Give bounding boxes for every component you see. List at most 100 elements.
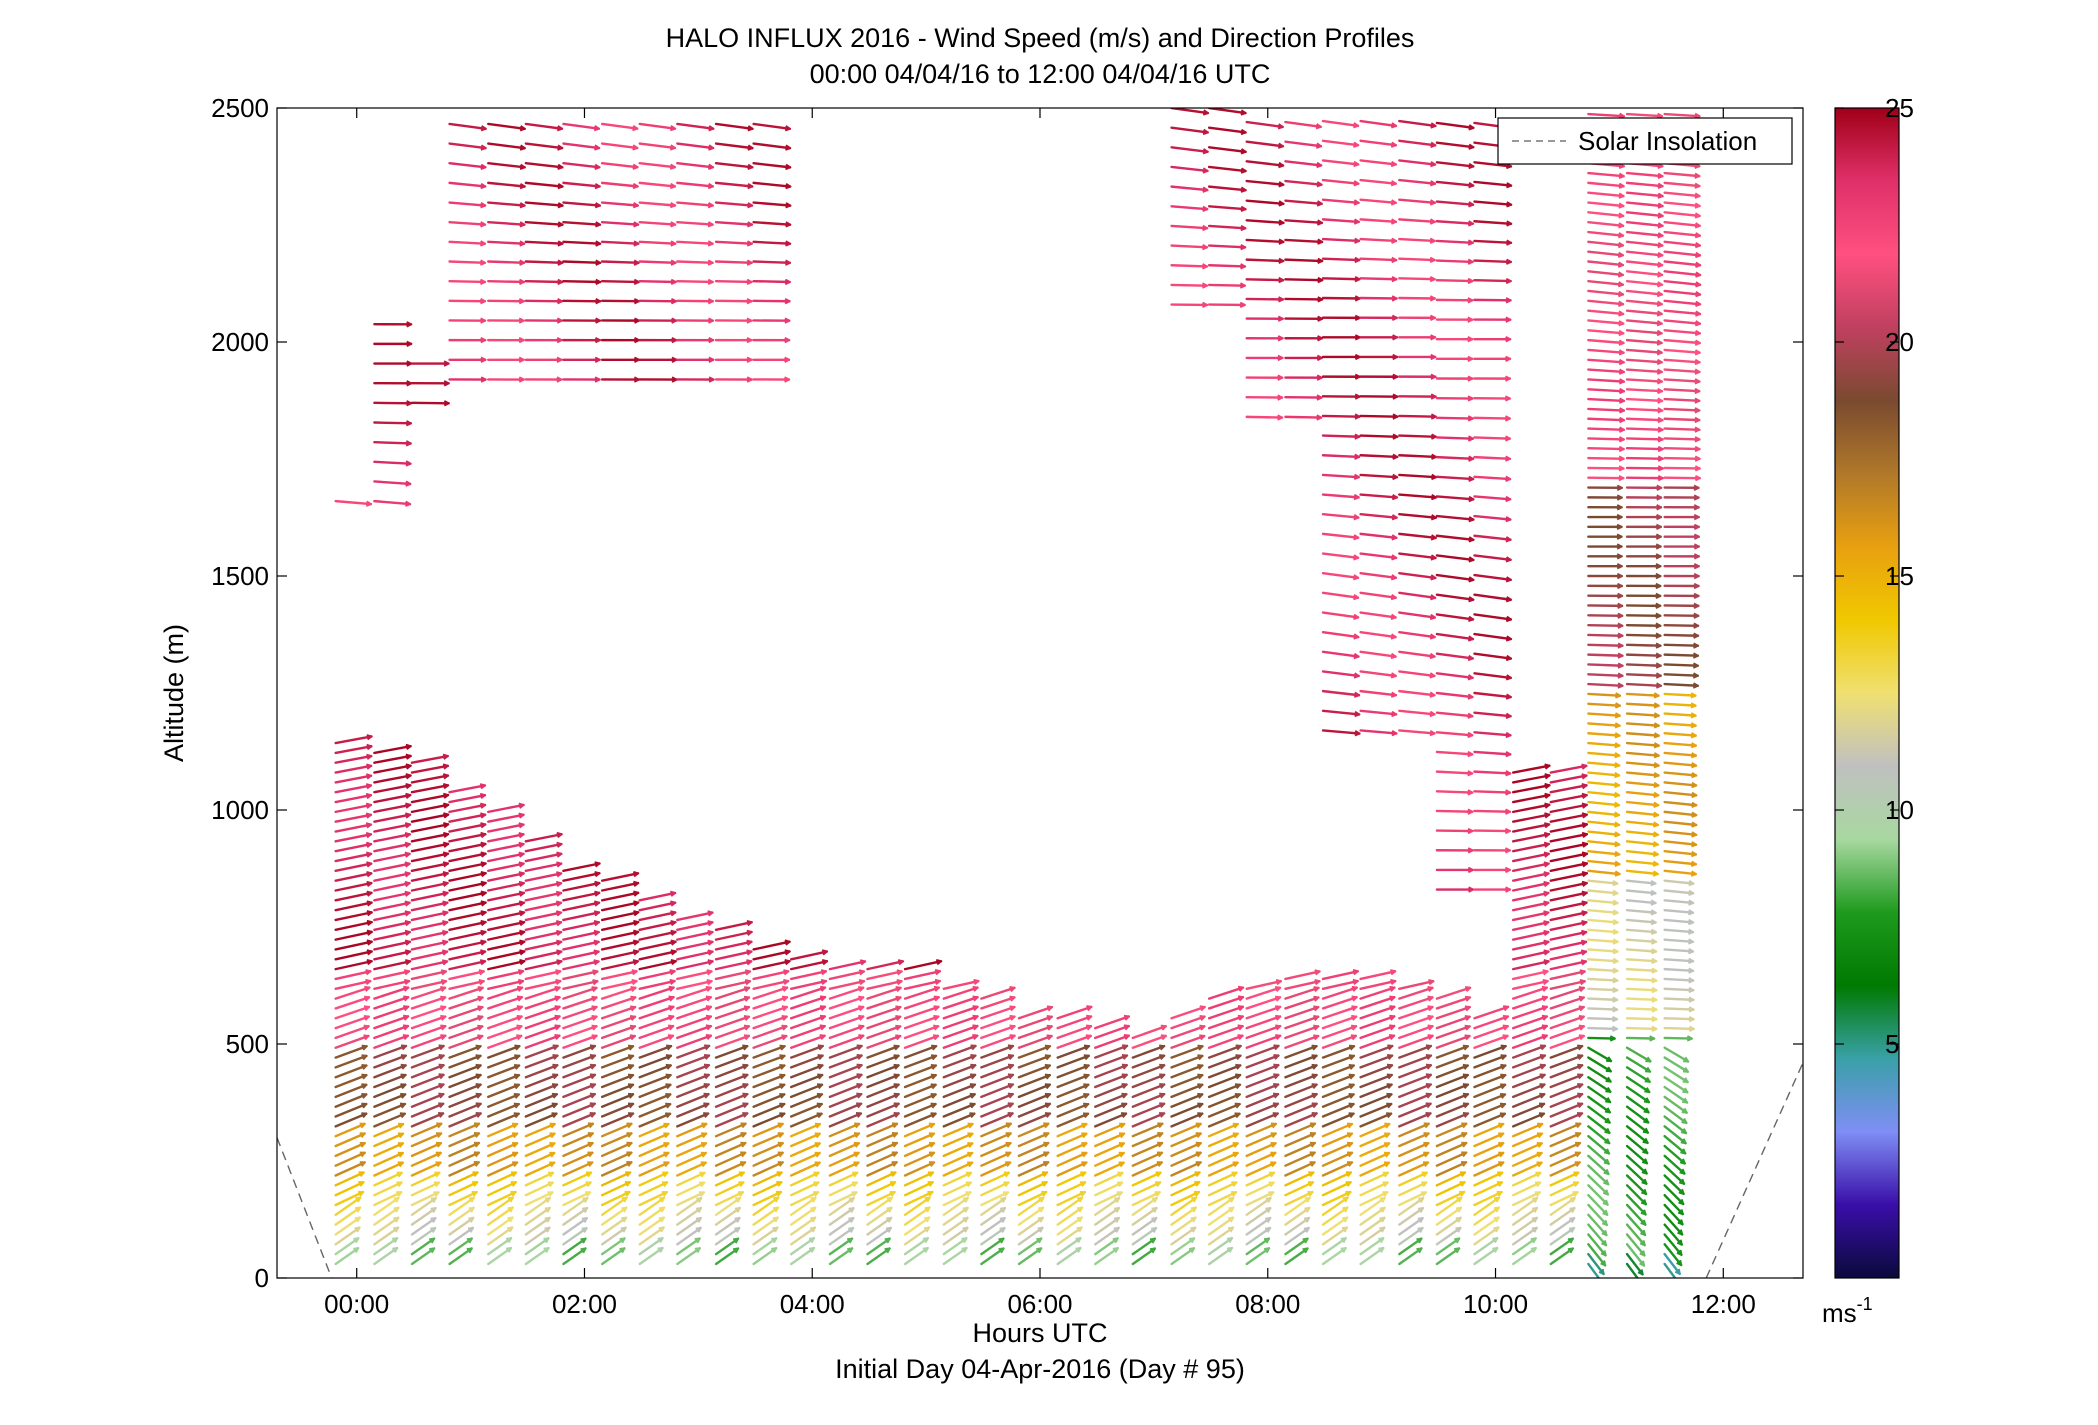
wind-vector (1131, 1191, 1161, 1207)
wind-vector-head (1650, 909, 1657, 916)
wind-vector (1435, 1216, 1462, 1236)
wind-vector-head (967, 1132, 974, 1139)
wind-vector-head (1504, 808, 1511, 815)
wind-vector-head (1348, 1054, 1355, 1061)
wind-vector-head (1113, 1226, 1120, 1233)
wind-vector (1511, 872, 1550, 882)
wind-vector-head (442, 841, 449, 848)
wind-vector-head (1619, 407, 1625, 414)
wind-vector-head (1505, 789, 1511, 796)
wind-vector (1511, 1102, 1546, 1118)
wind-vector (373, 1015, 410, 1030)
wind-vector (1321, 729, 1361, 735)
wind-vector (866, 1064, 900, 1079)
wind-vector-head (969, 1092, 976, 1099)
wind-vector-head (886, 1206, 893, 1213)
wind-vector (524, 1216, 551, 1236)
wind-vector-head (1277, 335, 1284, 342)
wind-vector (1587, 368, 1626, 374)
wind-vector-head (742, 1044, 749, 1051)
wind-vector-head (519, 221, 525, 228)
wind-vector-head (1199, 1005, 1206, 1012)
wind-vector-head (442, 900, 449, 907)
wind-vector (1549, 986, 1585, 1000)
wind-vector-head (972, 1024, 979, 1031)
wind-vector-head (1694, 182, 1700, 189)
wind-vector-head (1657, 455, 1664, 462)
wind-vector-head (665, 1092, 672, 1099)
wind-vector-head (1383, 1151, 1390, 1158)
wind-vector-head (1202, 224, 1208, 232)
wind-vector-head (1390, 613, 1397, 621)
wind-vector-head (544, 1197, 551, 1203)
wind-vector (828, 1206, 855, 1226)
wind-vector-head (1113, 1207, 1120, 1213)
wind-vector (1663, 407, 1701, 412)
wind-vector (676, 1102, 710, 1118)
wind-vector (1663, 1154, 1686, 1175)
wind-vector-head (402, 1024, 409, 1031)
wind-vector (448, 260, 487, 264)
wind-vector (334, 745, 373, 755)
wind-vector-head (479, 783, 486, 790)
wind-vector-head (1612, 918, 1619, 926)
wind-vector-head (661, 1190, 668, 1197)
wind-vector (524, 979, 562, 990)
wind-vector (524, 940, 563, 951)
x-tick-label: 08:00 (1235, 1289, 1300, 1319)
wind-vector (1321, 611, 1360, 619)
wind-vector (1245, 986, 1282, 1000)
wind-vector (903, 1112, 937, 1128)
wind-vector-head (1427, 1005, 1434, 1012)
wind-vector (1663, 1017, 1695, 1021)
wind-vector-head (1688, 1025, 1695, 1032)
wind-vector-head (1316, 200, 1323, 207)
wind-vector-head (510, 1190, 517, 1197)
wind-vector-head (1678, 1198, 1685, 1205)
wind-vector-head (1278, 200, 1284, 207)
wind-vector-head (361, 1044, 368, 1051)
wind-vector (1207, 283, 1247, 287)
wind-vector (903, 996, 940, 1010)
wind-vector-head (557, 240, 563, 247)
wind-vector-head (366, 734, 373, 741)
wind-vector (638, 940, 677, 951)
wind-vector-head (705, 1014, 712, 1021)
wind-vector (1245, 1181, 1275, 1197)
wind-vector (714, 1054, 749, 1069)
wind-vector-head (1691, 791, 1697, 799)
wind-vector-head (1640, 1219, 1647, 1226)
wind-vector-head (1076, 1226, 1083, 1233)
wind-vector-head (438, 1063, 445, 1070)
wind-vector (980, 1191, 1010, 1207)
wind-vector-head (1270, 1141, 1277, 1148)
chart-subtitle: 00:00 04/04/16 to 12:00 04/04/16 UTC (810, 59, 1271, 89)
wind-vector (714, 1196, 742, 1217)
wind-vector-head (1188, 1237, 1195, 1244)
wind-vector (1094, 1216, 1121, 1236)
wind-vector (1131, 1034, 1168, 1049)
wind-vector-head (443, 802, 449, 809)
wind-vector-head (555, 890, 562, 897)
wind-vector-head (361, 1054, 368, 1061)
wind-vector (487, 1122, 519, 1138)
wind-vector (524, 1102, 558, 1118)
wind-vector (1170, 1190, 1201, 1207)
wind-vector-head (366, 900, 373, 907)
wind-vector-head (817, 1063, 824, 1070)
wind-vector-head (632, 144, 638, 151)
wind-vector (448, 220, 487, 226)
wind-vector-head (1240, 128, 1247, 136)
wind-vector (1511, 970, 1549, 981)
wind-vector-head (1505, 886, 1511, 893)
wind-vector (828, 970, 866, 981)
wind-vector-head (443, 380, 450, 387)
wind-vector (524, 833, 563, 843)
wind-vector-head (627, 1054, 634, 1061)
wind-vector-head (1656, 378, 1663, 385)
wind-vector-head (1155, 1171, 1162, 1178)
wind-vector (1131, 1247, 1157, 1266)
wind-vector-head (1417, 1217, 1424, 1223)
wind-vector (524, 882, 563, 892)
wind-vector-head (478, 969, 485, 976)
